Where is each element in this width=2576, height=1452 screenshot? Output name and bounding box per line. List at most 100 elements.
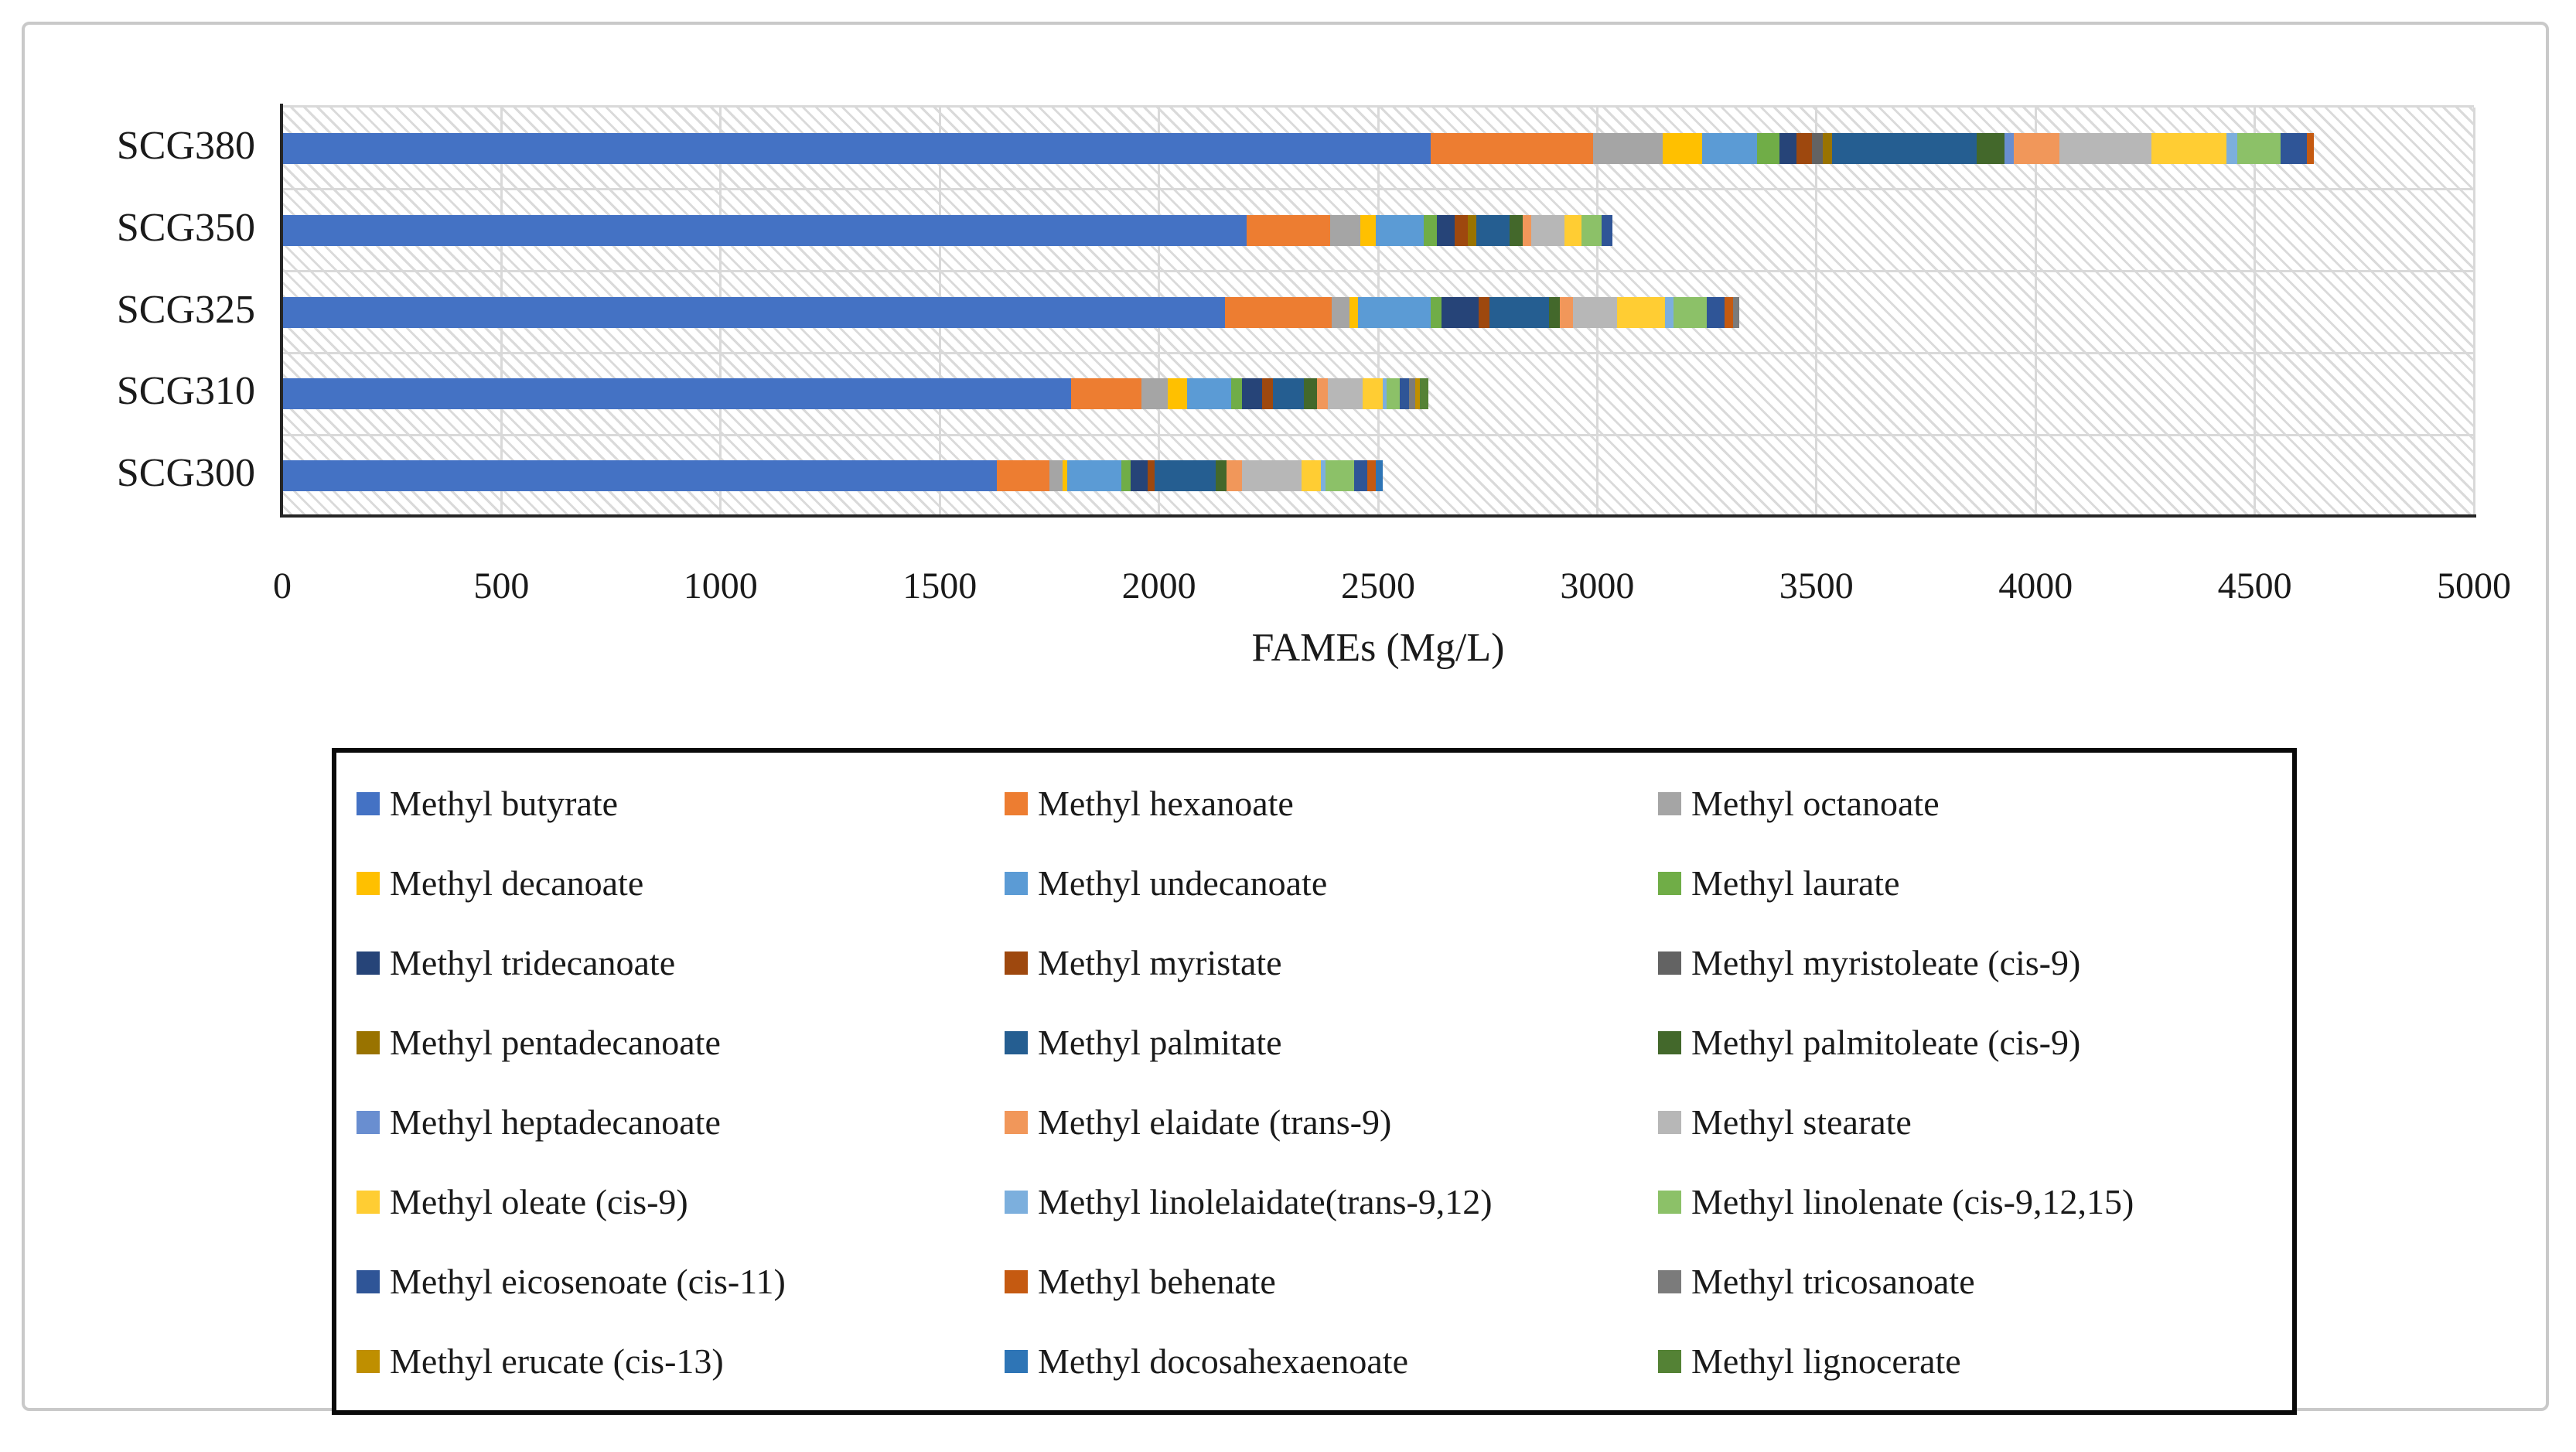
bar-segment: [1325, 460, 1354, 492]
legend-swatch: [357, 1110, 380, 1134]
bar-segment: [1071, 378, 1141, 410]
bar-segment: [1376, 214, 1424, 246]
gridline-horizontal: [282, 188, 2474, 191]
legend-label: Methyl myristate: [1038, 943, 1282, 982]
legend-item: Methyl palmitoleate (cis-9): [1658, 1022, 2292, 1063]
bar-segment: [1121, 460, 1131, 492]
legend-label: Methyl linolelaidate(trans-9,12): [1038, 1182, 1493, 1221]
bar-row: [282, 460, 1383, 492]
bar-segment: [1358, 296, 1431, 328]
bar-segment: [1779, 132, 1797, 164]
legend-label: Methyl behenate: [1038, 1262, 1276, 1301]
bar-segment: [1616, 296, 1666, 328]
legend-swatch: [1005, 791, 1028, 815]
legend-item: Methyl myristate: [1005, 942, 1658, 983]
bar-segment: [1148, 460, 1155, 492]
legend-swatch: [1005, 951, 1028, 975]
bar-segment: [2059, 132, 2152, 164]
bar-segment: [1706, 296, 1725, 328]
legend-item: Methyl behenate: [1005, 1261, 1658, 1302]
x-tick-label: 2500: [1341, 565, 1415, 606]
bar-segment: [2151, 132, 2226, 164]
x-tick-label: 3000: [1560, 565, 1635, 606]
bar-segment: [1581, 214, 1602, 246]
bar-segment: [1272, 378, 1304, 410]
legend-item: Methyl linolelaidate(trans-9,12): [1005, 1181, 1658, 1222]
bar-segment: [2005, 132, 2014, 164]
legend-item: Methyl octanoate: [1658, 783, 2292, 824]
legend-item: Methyl erucate (cis-13): [357, 1341, 1005, 1382]
bar-segment: [1216, 460, 1227, 492]
bar-segment: [1187, 378, 1232, 410]
bar-segment: [1242, 378, 1262, 410]
bar-segment: [1531, 214, 1564, 246]
x-tick-label: 2000: [1121, 565, 1196, 606]
legend-swatch: [357, 1349, 380, 1373]
bar-segment: [1419, 378, 1429, 410]
legend-label: Methyl heptadecanoate: [390, 1102, 721, 1142]
legend-item: Methyl heptadecanoate: [357, 1102, 1005, 1143]
x-tick-label: 1000: [683, 565, 758, 606]
bar-segment: [1366, 460, 1377, 492]
legend-label: Methyl pentadecanoate: [390, 1023, 721, 1062]
legend-swatch: [357, 871, 380, 895]
gridline-vertical: [2472, 108, 2475, 517]
bar-segment: [1437, 214, 1455, 246]
legend-item: Methyl undecanoate: [1005, 863, 1658, 904]
bar-segment: [1321, 460, 1326, 492]
legend-item: Methyl linolenate (cis-9,12,15): [1658, 1181, 2292, 1222]
bar-segment: [1424, 214, 1438, 246]
bar-segment: [1382, 378, 1387, 410]
x-tick-label: 1500: [902, 565, 978, 606]
bar-segment: [1796, 132, 1813, 164]
x-tick-label: 5000: [2437, 565, 2511, 606]
legend-swatch: [1658, 1349, 1681, 1373]
legend-item: Methyl elaidate (trans-9): [1005, 1102, 1658, 1143]
legend-label: Methyl tridecanoate: [390, 943, 676, 982]
legend-swatch: [1658, 791, 1681, 815]
bar-segment: [1062, 460, 1067, 492]
bar-segment: [1376, 460, 1383, 492]
legend-swatch: [1005, 871, 1028, 895]
bar-row: [282, 132, 2314, 164]
category-label: SCG350: [116, 205, 255, 250]
legend-label: Methyl myristoleate (cis-9): [1691, 943, 2081, 982]
category-label: SCG380: [116, 124, 255, 168]
bar-segment: [1812, 132, 1824, 164]
bar-segment: [282, 296, 1225, 328]
chart-panel: SCG380 SCG350 SCG325 SCG310 SCG300 0 500 1000 1…: [22, 22, 2549, 1415]
bar-segment: [1455, 214, 1469, 246]
bar-segment: [1049, 460, 1063, 492]
x-axis-title: FAMEs (Mg/L): [1251, 626, 1505, 670]
legend-label: Methyl docosahexaenoate: [1038, 1341, 1408, 1381]
bar-segment: [1415, 378, 1420, 410]
bar-segment: [1363, 378, 1383, 410]
bar-row: [282, 214, 1613, 246]
gridline-horizontal: [282, 433, 2474, 436]
legend-swatch: [1658, 1190, 1681, 1214]
bar-segment: [1329, 214, 1361, 246]
bar-segment: [1757, 132, 1779, 164]
bar-segment: [1442, 296, 1479, 328]
bar-segment: [1154, 460, 1216, 492]
bar-segment: [1564, 214, 1582, 246]
gridline-vertical: [1815, 108, 1818, 517]
x-axis-line: [280, 514, 2476, 518]
bar-segment: [1431, 132, 1593, 164]
legend-label: Methyl tricosanoate: [1691, 1262, 1975, 1301]
bar-segment: [1430, 296, 1442, 328]
bar-segment: [1360, 214, 1377, 246]
legend-label: Methyl octanoate: [1691, 784, 1940, 823]
x-tick-label: 500: [473, 565, 530, 606]
legend-swatch: [1658, 1030, 1681, 1054]
legend-label: Methyl butyrate: [390, 784, 619, 823]
category-label: SCG310: [116, 369, 255, 414]
legend-label: Methyl palmitate: [1038, 1023, 1282, 1062]
legend-swatch: [1658, 951, 1681, 975]
bar-segment: [1242, 460, 1302, 492]
bar-segment: [1227, 460, 1243, 492]
bar-segment: [1663, 132, 1703, 164]
x-tick-label: 4500: [2217, 565, 2292, 606]
legend-swatch: [1005, 1110, 1028, 1134]
